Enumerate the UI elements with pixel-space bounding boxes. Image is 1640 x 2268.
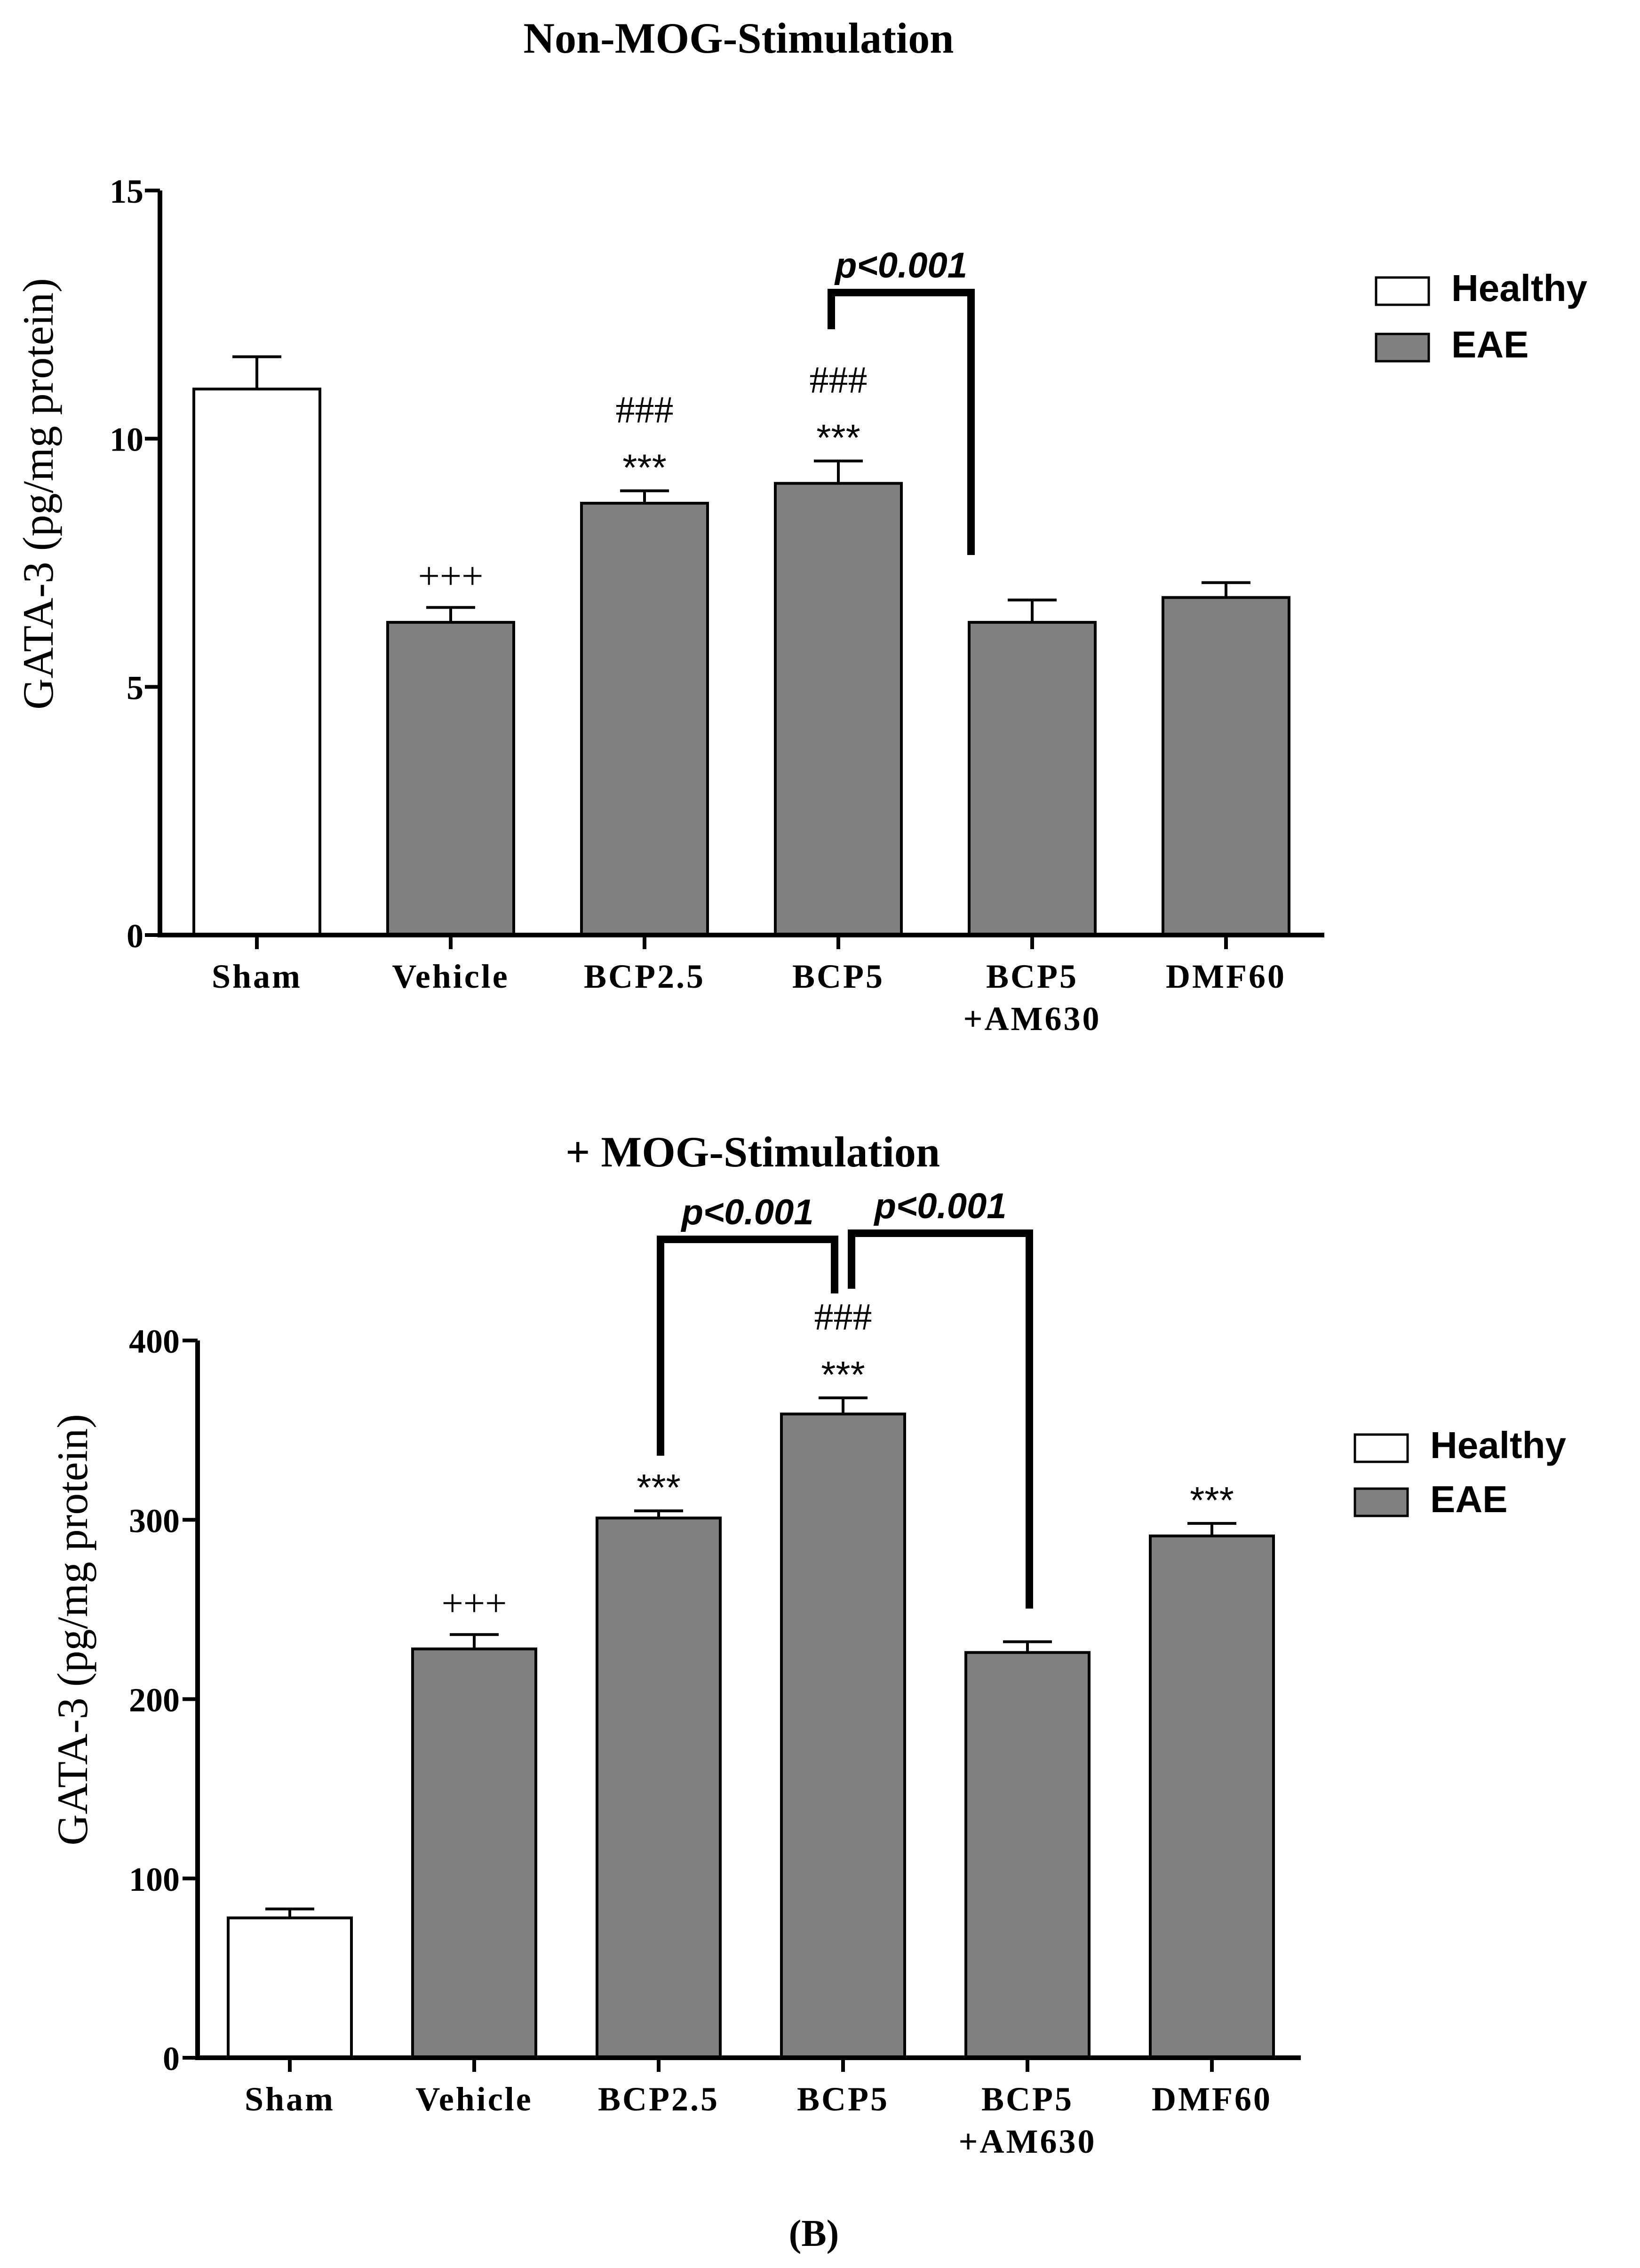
x-tick-label: Sham: [245, 2080, 335, 2118]
legend-swatch: [1353, 1433, 1409, 1463]
legend-label: Healthy: [1451, 267, 1587, 309]
chart-title: + MOG-Stimulation: [565, 1128, 940, 1176]
significance-marker: ###: [616, 388, 674, 431]
significance-marker: ***: [637, 1467, 680, 1508]
y-tick-label: 100: [129, 1861, 180, 1898]
x-tick-label: DMF60: [1166, 958, 1286, 995]
y-tick-label: 200: [129, 1681, 180, 1719]
p-value-label: p<0.001: [874, 1186, 1007, 1226]
x-tick-label: BCP5: [797, 2080, 889, 2118]
x-tick-label: Vehicle: [415, 2080, 533, 2118]
x-tick-label: +AM630: [963, 1000, 1101, 1038]
y-tick-label: 10: [110, 421, 143, 459]
x-tick-label: Vehicle: [392, 958, 509, 995]
x-tick-label: DMF60: [1152, 2080, 1272, 2118]
y-tick-label: 0: [127, 917, 143, 955]
y-tick-label: 5: [127, 669, 143, 706]
bar: [596, 1516, 722, 2059]
bar: [774, 482, 903, 936]
legend-label: EAE: [1430, 1478, 1508, 1520]
x-tick-label: Sham: [212, 958, 302, 995]
legend-label: Healthy: [1430, 1424, 1566, 1466]
bar: [964, 1651, 1091, 2059]
significance-marker: ###: [814, 1295, 872, 1338]
y-tick-label: 300: [129, 1502, 180, 1539]
y-tick-label: 15: [110, 173, 143, 210]
bar: [1149, 1534, 1275, 2059]
legend-swatch: [1353, 1487, 1409, 1517]
y-axis-label: GATA-3 (pg/mg protein): [48, 1414, 96, 1846]
y-tick-label: 0: [163, 2040, 180, 2078]
panel-label: (B): [789, 2213, 839, 2254]
bar: [386, 621, 515, 936]
comparison-bracket: [657, 1236, 838, 1456]
significance-marker: +++: [442, 1581, 507, 1624]
legend-label: EAE: [1451, 324, 1529, 365]
chart-mog-stimulation: + MOG-Stimulation GATA-3 (pg/mg protein)…: [48, 1128, 1566, 2160]
bar: [411, 1647, 537, 2059]
significance-marker: ***: [1190, 1479, 1234, 1521]
significance-marker: ***: [622, 446, 666, 488]
significance-marker: ***: [816, 417, 860, 459]
chart-title: Non-MOG-Stimulation: [524, 14, 954, 62]
comparison-bracket: [828, 289, 975, 555]
bar: [1162, 596, 1290, 936]
chart-non-mog-stimulation: Non-MOG-Stimulation GATA-3 (pg/mg protei…: [14, 14, 1587, 1038]
x-tick-label: BCP2.5: [584, 958, 705, 995]
legend-swatch: [1375, 333, 1430, 363]
bar: [580, 501, 709, 936]
plot-area: 0 5 10 15 Sham Vehicle BCP2.5 BCP5 BCP5 +AM630 DMF…: [110, 173, 1587, 1038]
significance-marker: +++: [418, 554, 484, 597]
y-axis-label: GATA-3 (pg/mg protein): [14, 278, 62, 710]
y-tick-label: 400: [129, 1323, 180, 1360]
x-tick-label: BCP2.5: [598, 2080, 719, 2118]
significance-marker: ###: [810, 358, 868, 401]
legend-swatch: [1375, 276, 1430, 306]
bar: [968, 621, 1097, 936]
p-value-label: p<0.001: [681, 1192, 814, 1232]
x-tick-label: BCP5: [981, 2080, 1074, 2118]
x-tick-label: BCP5: [986, 958, 1078, 995]
bar: [192, 388, 321, 937]
bar: [227, 1916, 353, 2059]
x-tick-label: +AM630: [959, 2123, 1097, 2160]
comparison-bracket: [848, 1229, 1033, 1609]
plot-area: 0 100 200 300 400 Sham Vehicle BCP2.5 BCP5 BCP5 +A…: [129, 1186, 1566, 2160]
x-tick-label: BCP5: [792, 958, 884, 995]
p-value-label: p<0.001: [834, 246, 967, 285]
significance-marker: ***: [821, 1354, 865, 1396]
bar: [780, 1412, 906, 2059]
